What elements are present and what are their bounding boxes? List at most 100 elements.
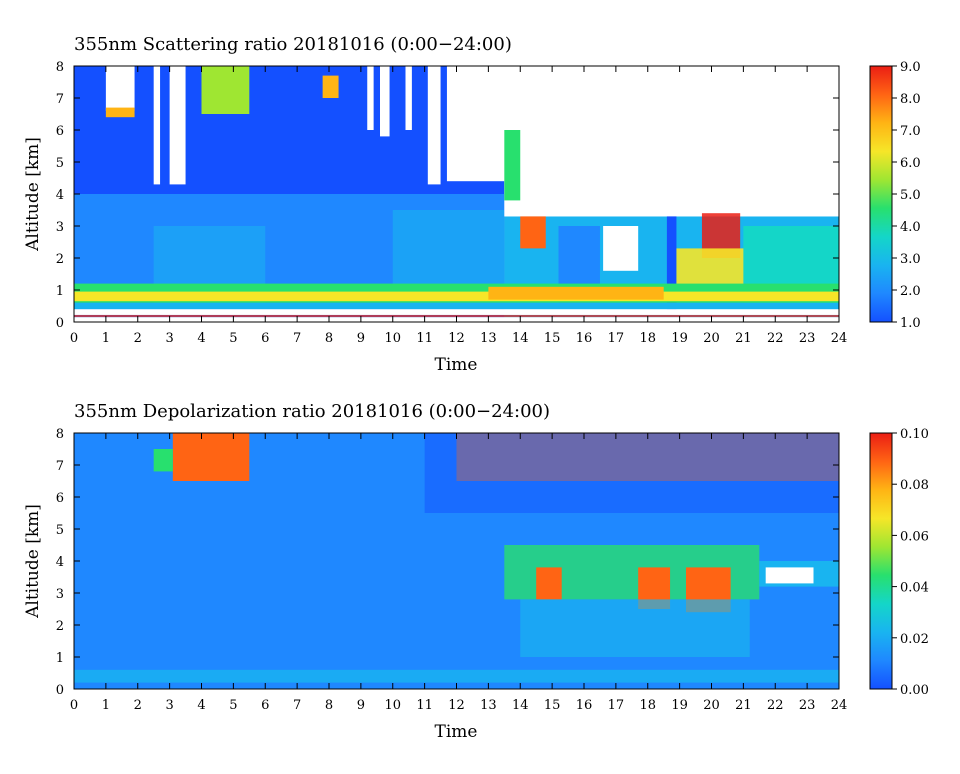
no-data-col xyxy=(405,66,412,130)
y-tick-label: 2 xyxy=(56,619,64,634)
x-tick-label: 16 xyxy=(576,331,593,346)
y-tick-label: 3 xyxy=(56,587,64,602)
y-tick-label: 1 xyxy=(56,284,64,299)
near-ground-band xyxy=(74,669,839,683)
y-tick-label: 6 xyxy=(56,124,64,139)
cirrus-3 xyxy=(322,75,339,98)
x-tick-label: 6 xyxy=(261,331,269,346)
x-tick-label: 0 xyxy=(70,331,78,346)
x-tick-label: 23 xyxy=(799,331,816,346)
scattering-x-label: Time xyxy=(435,355,478,375)
y-tick-label: 2 xyxy=(56,252,64,267)
x-tick-label: 18 xyxy=(639,698,656,713)
cirrus-orange xyxy=(172,433,250,481)
scattering-ratio-panel: 355nm Scattering ratio 20181016 (0:00−24… xyxy=(23,34,921,375)
dust-red xyxy=(536,567,562,600)
x-tick-label: 17 xyxy=(608,698,625,713)
cirrus-2 xyxy=(201,66,250,114)
x-tick-label: 8 xyxy=(325,698,333,713)
no-data-col xyxy=(380,66,390,137)
x-tick-label: 5 xyxy=(229,331,237,346)
x-tick-label: 19 xyxy=(671,698,688,713)
depolarization-title: 355nm Depolarization ratio 20181016 (0:0… xyxy=(74,401,550,422)
x-tick-label: 1 xyxy=(102,698,110,713)
cirrus-1 xyxy=(105,107,135,118)
y-tick-label: 8 xyxy=(56,60,64,75)
cloud-red xyxy=(520,216,546,249)
x-tick-label: 2 xyxy=(134,698,142,713)
x-tick-label: 3 xyxy=(165,331,173,346)
cloud-green xyxy=(504,130,521,201)
x-tick-label: 10 xyxy=(384,698,401,713)
x-tick-label: 10 xyxy=(384,331,401,346)
boundary-cyan xyxy=(74,302,839,310)
no-data-col xyxy=(367,66,374,130)
x-tick-label: 19 xyxy=(671,331,688,346)
x-tick-label: 12 xyxy=(448,331,465,346)
depolarization-colorbar xyxy=(869,432,893,690)
x-tick-label: 11 xyxy=(416,331,433,346)
x-tick-label: 15 xyxy=(544,698,561,713)
x-tick-label: 15 xyxy=(544,331,561,346)
y-tick-label: 7 xyxy=(56,459,64,474)
scattering-heatmap xyxy=(74,66,839,322)
y-tick-label: 0 xyxy=(56,683,64,698)
x-tick-label: 24 xyxy=(831,331,848,346)
colorbar-tick-label: 0.06 xyxy=(900,529,929,544)
scattering-title: 355nm Scattering ratio 20181016 (0:00−24… xyxy=(74,34,512,55)
colorbar-tick-label: 0.00 xyxy=(900,683,929,698)
no-data-col xyxy=(105,66,135,111)
x-tick-label: 8 xyxy=(325,331,333,346)
colorbar-tick-label: 9.0 xyxy=(900,60,921,75)
no-data-box xyxy=(603,226,639,271)
no-data-mid xyxy=(504,181,839,217)
x-tick-label: 23 xyxy=(799,698,816,713)
y-tick-label: 6 xyxy=(56,491,64,506)
x-tick-label: 7 xyxy=(293,698,301,713)
colorbar-tick-label: 8.0 xyxy=(900,92,921,107)
scattering-x-axis: 0 1 2 3 4 5 6 7 8 9 10 11 12 13 14 15 16 17 18 19 20 21 22 23 24 xyxy=(70,66,847,346)
x-tick-label: 9 xyxy=(357,331,365,346)
colorbar-tick-label: 0.04 xyxy=(900,581,929,596)
depolarization-y-axis: 0 1 2 3 4 5 6 7 8 xyxy=(56,427,839,698)
noise-region xyxy=(424,433,839,513)
depolarization-x-label: Time xyxy=(435,722,478,742)
x-tick-label: 1 xyxy=(102,331,110,346)
x-tick-label: 4 xyxy=(197,698,205,713)
x-tick-label: 5 xyxy=(229,698,237,713)
x-tick-label: 20 xyxy=(703,331,720,346)
x-tick-label: 14 xyxy=(512,698,529,713)
x-tick-label: 16 xyxy=(576,698,593,713)
y-tick-label: 8 xyxy=(56,427,64,442)
x-tick-label: 11 xyxy=(416,698,433,713)
precip-column xyxy=(666,216,677,313)
x-tick-label: 22 xyxy=(767,698,784,713)
depolarization-y-label: Altitude [km] xyxy=(23,504,43,619)
scattering-y-axis: 0 1 2 3 4 5 6 7 8 xyxy=(56,60,839,331)
depolarization-ratio-panel: 355nm Depolarization ratio 20181016 (0:0… xyxy=(23,401,929,742)
y-tick-label: 4 xyxy=(56,188,64,203)
colorbar-tick-label: 7.0 xyxy=(900,124,921,139)
no-data-patch xyxy=(765,567,814,584)
y-tick-label: 3 xyxy=(56,220,64,235)
cirrus-green xyxy=(153,449,173,472)
colorbar-tick-label: 4.0 xyxy=(900,220,921,235)
x-tick-label: 13 xyxy=(480,331,497,346)
depolarization-heatmap xyxy=(74,433,839,689)
colorbar-tick-label: 5.0 xyxy=(900,188,921,203)
x-tick-label: 22 xyxy=(767,331,784,346)
colorbar-tick-label: 0.02 xyxy=(900,632,929,647)
no-data-col xyxy=(169,66,186,185)
depolarization-colorbar-ticks: 0.00 0.02 0.04 0.06 0.08 0.10 xyxy=(892,427,929,698)
scattering-colorbar-ticks: 1.0 2.0 3.0 4.0 5.0 6.0 7.0 8.0 9.0 xyxy=(892,60,921,331)
x-tick-label: 21 xyxy=(735,698,752,713)
x-tick-label: 2 xyxy=(134,331,142,346)
depolarization-x-axis: 0 1 2 3 4 5 6 7 8 9 10 11 12 13 14 15 16 17 18 19 20 21 22 23 24 xyxy=(70,433,847,713)
boundary-orange xyxy=(488,286,664,300)
y-tick-label: 1 xyxy=(56,651,64,666)
plume-cyan xyxy=(520,599,750,657)
x-tick-label: 24 xyxy=(831,698,848,713)
colorbar-tick-label: 6.0 xyxy=(900,156,921,171)
colorbar-tick-label: 0.08 xyxy=(900,478,929,493)
